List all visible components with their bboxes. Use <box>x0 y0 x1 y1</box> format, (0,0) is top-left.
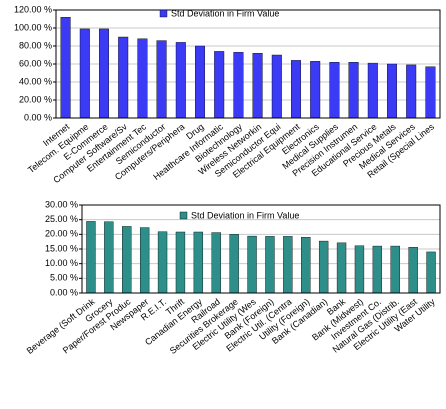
bar <box>348 62 359 119</box>
bar <box>271 54 282 119</box>
y-tick-label: 120.00 % <box>14 4 52 14</box>
legend-swatch <box>159 9 168 18</box>
bar <box>426 251 436 294</box>
bar <box>156 40 167 119</box>
bar <box>233 52 244 119</box>
y-tick-label: 15.00 % <box>45 243 78 253</box>
bar <box>301 237 311 294</box>
bar <box>390 245 400 294</box>
y-tick-label: 5.00 % <box>50 273 78 283</box>
bar <box>354 245 365 294</box>
bar <box>406 64 417 119</box>
bar <box>86 221 96 294</box>
bar <box>122 226 132 294</box>
y-tick-label: 30.00 % <box>45 199 78 209</box>
bar <box>291 60 302 119</box>
bar <box>194 45 205 119</box>
bar <box>329 62 340 119</box>
bar <box>367 62 378 119</box>
y-tick-label: 100.00 % <box>14 22 52 32</box>
bar <box>387 63 398 119</box>
bar <box>283 236 293 294</box>
bar <box>157 231 168 294</box>
y-tick-label: 25.00 % <box>45 214 78 224</box>
legend-swatch <box>179 211 188 220</box>
bar <box>229 234 239 294</box>
bar <box>372 245 383 294</box>
bar <box>193 231 204 294</box>
bar <box>252 53 263 119</box>
bar <box>175 42 186 119</box>
y-tick-label: 40.00 % <box>19 76 52 86</box>
plot-frame <box>55 9 441 119</box>
bar <box>60 17 71 119</box>
plot-frame <box>81 204 441 294</box>
bar <box>175 231 186 294</box>
bar <box>336 242 347 294</box>
bar <box>247 235 257 294</box>
bar <box>408 247 418 294</box>
legend-label: Std Deviation in Firm Value <box>191 210 299 220</box>
y-tick-label: 0.00 % <box>24 112 52 122</box>
y-tick-label: 80.00 % <box>19 40 52 50</box>
bar <box>214 51 225 119</box>
bar <box>137 38 148 119</box>
y-tick-label: 60.00 % <box>19 58 52 68</box>
bar <box>104 221 114 294</box>
y-tick-label: 20.00 % <box>19 94 52 104</box>
bar <box>310 61 321 119</box>
bar <box>139 227 150 294</box>
bar <box>425 66 436 119</box>
bar <box>265 236 275 294</box>
y-tick-label: 10.00 % <box>45 258 78 268</box>
bar <box>318 240 329 294</box>
bar <box>118 36 129 119</box>
bar <box>211 232 221 294</box>
y-tick-label: 20.00 % <box>45 229 78 239</box>
y-tick-label: 0.00 % <box>50 287 78 297</box>
bar <box>79 28 90 119</box>
legend-label: Std Deviation in Firm Value <box>171 8 279 18</box>
bar <box>98 28 109 119</box>
